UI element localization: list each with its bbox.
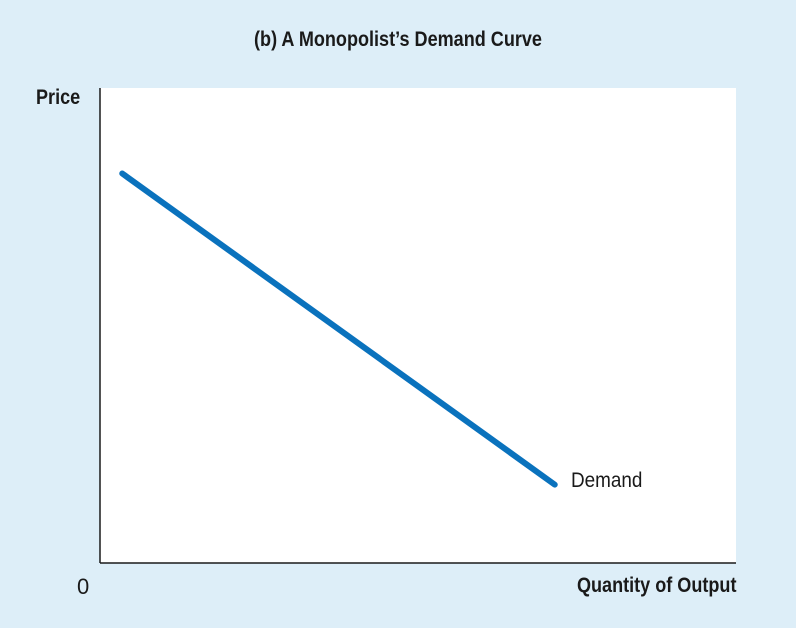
plot-area [100,88,736,563]
y-axis-label: Price [36,86,81,109]
demand-curve-line [119,170,558,488]
demand-curve-label: Demand [571,469,643,492]
series-layer [119,170,558,488]
x-axis-label: Quantity of Output [576,574,736,597]
origin-label: 0 [77,574,90,599]
chart-title: (b) A Monopolist’s Demand Curve [254,28,542,51]
